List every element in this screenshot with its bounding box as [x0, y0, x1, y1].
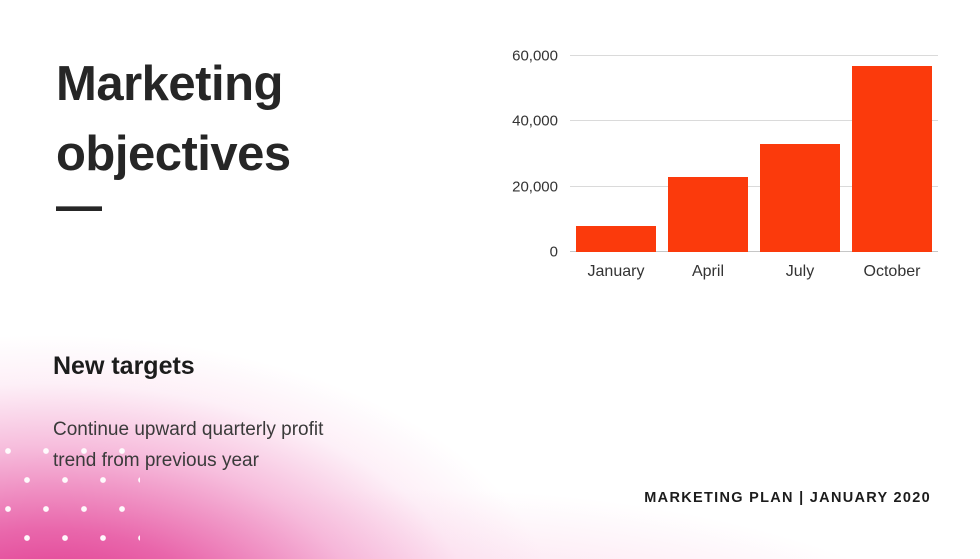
x-tick-label: October: [863, 263, 921, 280]
gridline: [570, 251, 938, 252]
body-text: Continue upward quarterly profit trend f…: [53, 419, 324, 471]
bar-october: [852, 65, 932, 252]
x-tick-label: January: [587, 263, 645, 280]
bar-april: [668, 176, 748, 252]
bar-slot: [754, 56, 846, 252]
bar-slot: [570, 56, 662, 252]
y-tick-label: 60,000: [512, 47, 558, 65]
gridline: [570, 185, 938, 187]
bar-january: [576, 225, 656, 252]
y-tick-label: 20,000: [512, 178, 558, 196]
chart-plot: [570, 55, 938, 252]
chart-x-labels: January April July October: [570, 263, 938, 281]
x-tick-label: April: [691, 263, 724, 280]
bar-slot: [846, 56, 938, 252]
footer-text: MARKETING PLAN | JANUARY 2020: [644, 490, 931, 506]
page-title: Marketing objectives: [56, 57, 291, 181]
bar-slot: [662, 56, 754, 252]
bar-july: [760, 144, 840, 252]
y-tick-label: 0: [549, 243, 558, 261]
chart-inner: 0 20,000 40,000 60,000: [508, 48, 938, 261]
x-tick-label: July: [785, 263, 815, 280]
y-tick-label: 40,000: [512, 112, 558, 130]
bars-container: [570, 56, 938, 252]
subheading-new-targets: New targets: [53, 352, 195, 380]
bar-chart: 0 20,000 40,000 60,000 January April July Octo…: [508, 48, 938, 281]
gridline: [570, 55, 938, 56]
chart-y-axis: 0 20,000 40,000 60,000: [508, 48, 570, 261]
gridline: [570, 120, 938, 122]
title-dash: —: [56, 179, 102, 231]
